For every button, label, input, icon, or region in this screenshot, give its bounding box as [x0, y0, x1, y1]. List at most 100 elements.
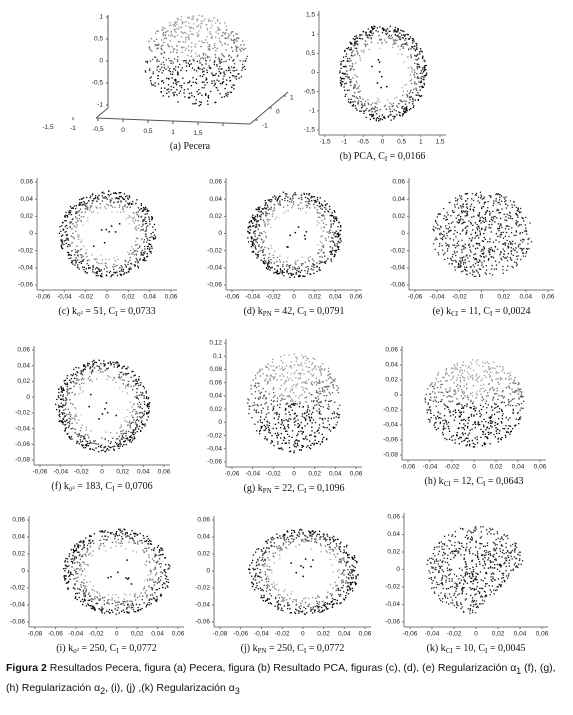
point: [61, 419, 63, 422]
point: [402, 47, 404, 49]
point: [489, 241, 491, 243]
point: [149, 251, 151, 253]
point: [387, 115, 389, 117]
point: [79, 203, 81, 206]
point: [174, 29, 176, 31]
point: [145, 230, 147, 232]
point: [55, 403, 57, 405]
point: [78, 443, 80, 445]
point: [342, 56, 345, 58]
point: [75, 383, 77, 385]
point: [228, 58, 231, 61]
point: [118, 447, 120, 449]
point: [109, 270, 111, 272]
point: [496, 248, 499, 250]
point: [477, 424, 480, 426]
point: [342, 81, 344, 83]
point: [316, 224, 319, 226]
point: [474, 232, 477, 234]
point: [469, 255, 471, 257]
point: [129, 436, 131, 438]
point: [400, 29, 402, 31]
point: [112, 266, 114, 268]
point: [289, 396, 291, 398]
point: [82, 390, 84, 392]
point: [419, 86, 421, 88]
y-tick-label: -0,04: [383, 422, 398, 429]
point: [135, 237, 137, 239]
point: [305, 266, 307, 268]
point: [253, 243, 255, 245]
point: [183, 21, 185, 24]
point: [287, 402, 289, 404]
point: [291, 379, 293, 381]
point: [470, 223, 472, 225]
point: [350, 55, 353, 57]
point: [224, 32, 226, 34]
point: [458, 427, 460, 429]
point: [251, 241, 254, 243]
point: [66, 433, 68, 435]
point: [264, 436, 266, 438]
point: [65, 230, 67, 233]
point: [80, 370, 82, 372]
point: [269, 432, 271, 434]
point: [131, 253, 133, 255]
point: [337, 407, 339, 410]
point: [165, 68, 167, 70]
point: [485, 211, 487, 213]
point: [322, 381, 324, 383]
point: [468, 237, 471, 240]
point: [410, 79, 413, 81]
point: [164, 34, 167, 36]
point: [63, 409, 65, 411]
point: [272, 365, 275, 367]
point: [257, 220, 259, 222]
point: [455, 261, 457, 263]
point: [136, 426, 138, 428]
point: [191, 15, 193, 17]
point: [367, 28, 369, 30]
point: [86, 263, 88, 265]
point: [478, 375, 481, 378]
point: [303, 391, 306, 393]
point: [402, 113, 404, 115]
point: [492, 397, 494, 399]
point: [327, 386, 329, 388]
point: [105, 431, 107, 433]
point: [402, 46, 404, 48]
point: [77, 435, 79, 437]
x-tick-label: 0,02: [116, 469, 129, 476]
point: [382, 27, 384, 29]
point: [323, 215, 325, 217]
point: [152, 73, 154, 75]
y-tick-label: 0: [218, 230, 222, 237]
point: [293, 203, 295, 205]
point: [300, 194, 303, 196]
point: [334, 232, 336, 234]
point: [464, 211, 466, 213]
point: [263, 424, 265, 426]
point: [287, 204, 289, 207]
point: [308, 447, 311, 449]
point: [488, 416, 490, 419]
point: [505, 257, 507, 260]
point: [470, 233, 472, 236]
point: [138, 216, 140, 218]
point: [168, 91, 170, 93]
point: [263, 248, 265, 251]
point: [126, 368, 128, 370]
point: [83, 436, 85, 439]
point: [317, 402, 319, 404]
point: [196, 55, 198, 57]
point: [278, 365, 280, 367]
point: [316, 266, 318, 268]
point: [505, 225, 507, 227]
point: [185, 62, 187, 64]
point: [212, 74, 215, 77]
point: [122, 366, 124, 368]
point: [292, 201, 295, 203]
point: [526, 233, 528, 235]
point: [402, 43, 404, 45]
point: [88, 363, 90, 365]
